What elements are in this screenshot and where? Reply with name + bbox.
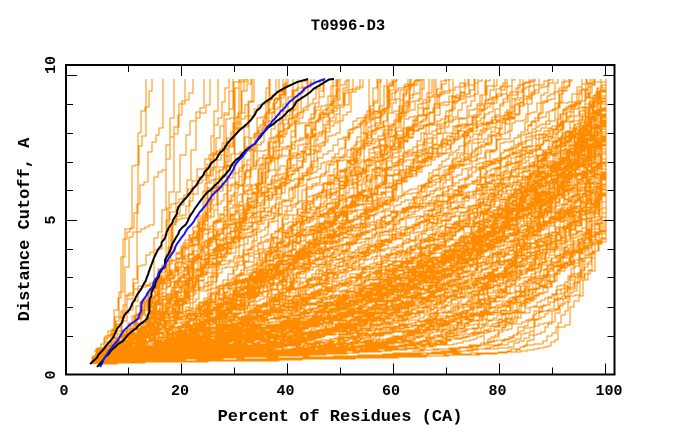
svg-text:Distance Cutoff, A: Distance Cutoff, A (16, 137, 35, 321)
svg-text:10: 10 (43, 56, 60, 74)
svg-text:T0996-D3: T0996-D3 (311, 17, 385, 35)
svg-text:80: 80 (488, 383, 506, 400)
svg-text:0: 0 (59, 383, 68, 400)
svg-text:40: 40 (276, 383, 294, 400)
svg-text:5: 5 (43, 215, 60, 224)
svg-text:100: 100 (595, 383, 622, 400)
svg-text:20: 20 (171, 383, 189, 400)
svg-text:0: 0 (43, 370, 60, 379)
svg-text:Percent of Residues (CA): Percent of Residues (CA) (218, 408, 463, 427)
svg-text:60: 60 (382, 383, 400, 400)
